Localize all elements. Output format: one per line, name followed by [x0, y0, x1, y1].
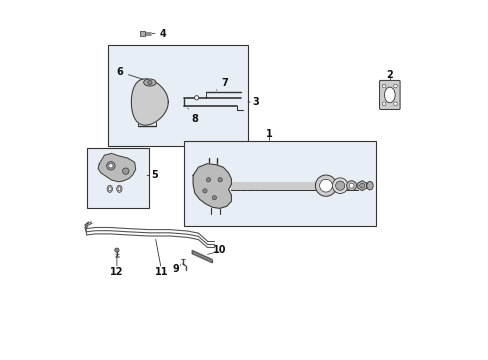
Text: 12: 12	[110, 267, 123, 277]
Ellipse shape	[118, 187, 121, 191]
Circle shape	[115, 248, 119, 252]
Text: 3: 3	[252, 97, 259, 107]
Polygon shape	[357, 181, 366, 191]
Text: 8: 8	[187, 108, 198, 124]
Circle shape	[106, 162, 115, 170]
Text: 9: 9	[172, 264, 179, 274]
Circle shape	[393, 84, 396, 88]
Circle shape	[122, 168, 129, 174]
Text: 1: 1	[265, 129, 272, 139]
Circle shape	[382, 102, 385, 105]
Polygon shape	[131, 79, 168, 125]
Circle shape	[319, 179, 332, 192]
Ellipse shape	[143, 79, 156, 86]
Text: 2: 2	[386, 70, 392, 80]
Bar	[108, 45, 247, 146]
Bar	[86, 148, 148, 208]
Circle shape	[108, 164, 113, 168]
Ellipse shape	[384, 87, 394, 103]
Bar	[231, 182, 357, 190]
FancyBboxPatch shape	[379, 80, 399, 109]
Circle shape	[203, 189, 206, 193]
Ellipse shape	[108, 187, 111, 191]
Circle shape	[335, 181, 344, 190]
Circle shape	[382, 84, 385, 88]
Circle shape	[194, 96, 198, 100]
Circle shape	[206, 177, 210, 182]
Polygon shape	[193, 164, 231, 208]
Text: 10: 10	[212, 245, 226, 255]
Text: 4: 4	[159, 28, 166, 39]
Circle shape	[332, 178, 347, 193]
Text: 11: 11	[154, 267, 167, 277]
Circle shape	[218, 177, 222, 182]
Ellipse shape	[366, 181, 372, 190]
Bar	[140, 31, 144, 36]
Text: 6: 6	[116, 67, 142, 79]
Circle shape	[393, 102, 396, 105]
Text: 5: 5	[151, 170, 158, 180]
Bar	[184, 141, 375, 226]
Polygon shape	[98, 153, 135, 182]
Circle shape	[359, 183, 364, 188]
Circle shape	[315, 175, 336, 196]
Circle shape	[212, 195, 216, 200]
Ellipse shape	[107, 185, 112, 192]
Ellipse shape	[117, 185, 122, 192]
Circle shape	[346, 181, 356, 191]
Circle shape	[147, 80, 152, 85]
Text: 7: 7	[216, 77, 228, 90]
Circle shape	[348, 183, 353, 188]
